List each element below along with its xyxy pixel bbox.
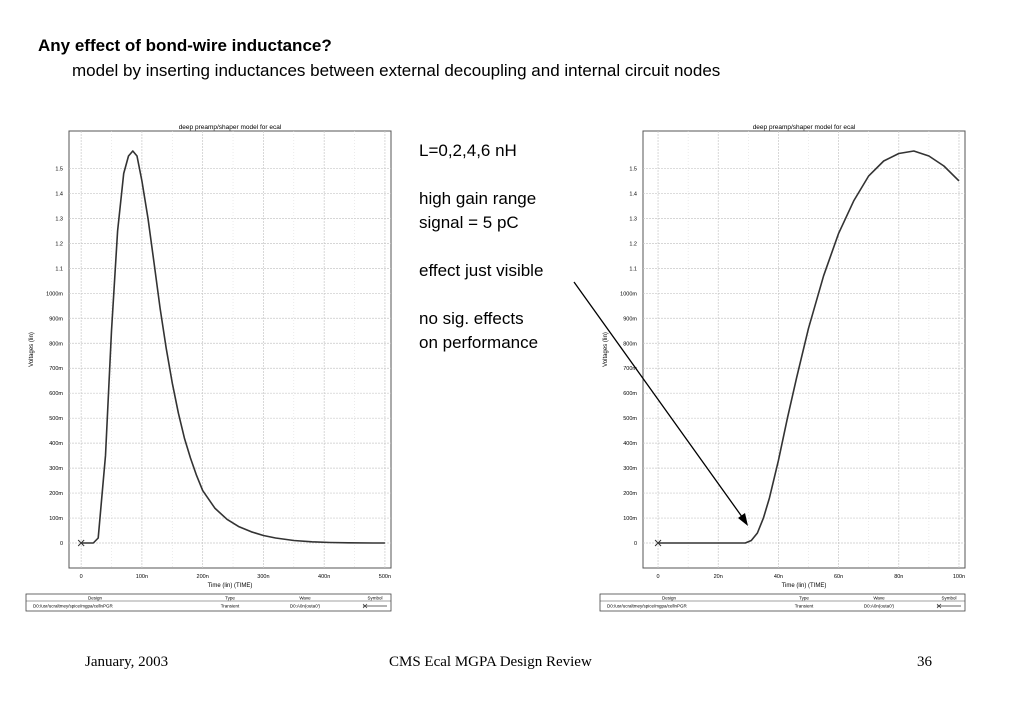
- y-tick-label: 500m: [623, 416, 637, 422]
- y-tick-label: 900m: [49, 316, 63, 322]
- y-tick-label: 0: [60, 541, 63, 547]
- y-tick-label: 800m: [623, 341, 637, 347]
- y-tick-label: 200m: [49, 491, 63, 497]
- y-tick-label: 1.2: [629, 241, 637, 247]
- y-tick-label: 1.3: [55, 216, 63, 222]
- x-tick-label: 40n: [774, 574, 783, 580]
- y-tick-label: 100m: [49, 516, 63, 522]
- left-waveform-chart: deep preamp/shaper model for ecal 0 100n 20…: [25, 124, 392, 612]
- right-waveform-plot: deep preamp/shaper model for ecal 0 20n 40n…: [599, 121, 967, 613]
- x-axis-label: Time (lin) (TIME): [782, 583, 827, 589]
- y-tick-label: 1.4: [629, 191, 637, 197]
- y-tick-label: 300m: [49, 466, 63, 472]
- y-tick-label: 1.2: [55, 241, 63, 247]
- plot-frame: [68, 130, 392, 569]
- legend-header: Design: [88, 596, 103, 601]
- legend-header: Symbol: [941, 596, 956, 601]
- y-tick-label: 300m: [623, 466, 637, 472]
- legend-cell: D0:/usr/ucraltmey/spice/mgpa/cellnPGR: [607, 604, 688, 609]
- x-tick-label: 20n: [714, 574, 723, 580]
- x-tick-label: 400n: [318, 574, 330, 580]
- footer-page-number: 36: [917, 654, 932, 670]
- y-tick-label: 1.4: [55, 191, 63, 197]
- y-tick-label: 1.3: [629, 216, 637, 222]
- y-tick-label: 700m: [623, 366, 637, 372]
- y-tick-label: 100m: [623, 516, 637, 522]
- x-tick-label: 60n: [834, 574, 843, 580]
- legend-table: [599, 593, 966, 612]
- right-waveform-chart: deep preamp/shaper model for ecal 0 20n 40n…: [599, 124, 966, 612]
- x-tick-label: 100n: [953, 574, 965, 580]
- y-tick-label: 700m: [49, 366, 63, 372]
- legend-header: Wave: [873, 596, 885, 601]
- note-signal: signal = 5 pC: [419, 213, 519, 232]
- waveform-line: [658, 150, 960, 544]
- footer-center-text: CMS Ecal MGPA Design Review: [389, 654, 592, 670]
- y-tick-label: 0: [634, 541, 637, 547]
- legend-header: Symbol: [367, 596, 382, 601]
- x-axis-label: Time (lin) (TIME): [208, 583, 253, 589]
- chart-title: deep preamp/shaper model for ecal: [753, 124, 856, 131]
- x-tick-label: 100n: [136, 574, 148, 580]
- y-tick-label: 1.5: [55, 166, 63, 172]
- y-tick-label: 400m: [49, 441, 63, 447]
- legend-header: Type: [225, 596, 235, 601]
- note-inductance-values: L=0,2,4,6 nH: [419, 141, 517, 160]
- x-tick-label: 500n: [379, 574, 391, 580]
- waveform-line: [81, 150, 385, 544]
- y-tick-label: 800m: [49, 341, 63, 347]
- y-tick-label: 1.5: [629, 166, 637, 172]
- x-tick-label: 200n: [197, 574, 209, 580]
- legend-cell: Transient: [221, 604, 240, 609]
- y-tick-label: 200m: [623, 491, 637, 497]
- y-tick-label: 600m: [623, 391, 637, 397]
- left-waveform-plot: deep preamp/shaper model for ecal 0 100n 20…: [25, 121, 393, 613]
- y-tick-label: 500m: [49, 416, 63, 422]
- legend-symbol-marker: [936, 603, 942, 609]
- legend-symbol-marker: [362, 603, 368, 609]
- slide-subtitle: model by inserting inductances between e…: [72, 61, 721, 80]
- y-tick-label: 1.1: [629, 266, 637, 272]
- y-tick-label: 1000m: [46, 291, 63, 297]
- legend-table: [25, 593, 392, 612]
- note-performance: on performance: [419, 333, 539, 352]
- y-tick-label: 1000m: [620, 291, 637, 297]
- y-axis-label: Voltages (lin): [29, 332, 35, 367]
- y-tick-label: 900m: [623, 316, 637, 322]
- legend-header: Wave: [299, 596, 311, 601]
- legend-header: Design: [662, 596, 677, 601]
- x-tick-label: 0: [657, 574, 660, 580]
- y-tick-label: 400m: [623, 441, 637, 447]
- footer-date: January, 2003: [85, 654, 169, 670]
- annotation-notes: L=0,2,4,6 nH high gain range signal = 5 …: [419, 139, 543, 355]
- legend-header: Type: [799, 596, 809, 601]
- chart-title: deep preamp/shaper model for ecal: [179, 124, 282, 131]
- slide-title: Any effect of bond-wire inductance?: [38, 36, 332, 55]
- legend-cell: D0:/usr/ucraltmey/spice/mgpa/cellnPGR: [33, 604, 114, 609]
- legend-cell: D0:A0n(outa0'): [290, 604, 321, 609]
- legend-cell: Transient: [795, 604, 814, 609]
- note-effect-visible: effect just visible: [419, 261, 544, 280]
- note-no-effects: no sig. effects: [419, 309, 524, 328]
- x-tick-label: 300n: [257, 574, 269, 580]
- note-gain-range: high gain range: [419, 189, 537, 208]
- legend-cell: D0:A0n(outa0'): [864, 604, 895, 609]
- y-tick-label: 600m: [49, 391, 63, 397]
- waveform-marker: [654, 539, 662, 547]
- x-tick-label: 0: [80, 574, 83, 580]
- x-tick-label: 80n: [894, 574, 903, 580]
- y-tick-label: 1.1: [55, 266, 63, 272]
- y-axis-label: Voltages (lin): [603, 332, 609, 367]
- waveform-marker: [77, 539, 85, 547]
